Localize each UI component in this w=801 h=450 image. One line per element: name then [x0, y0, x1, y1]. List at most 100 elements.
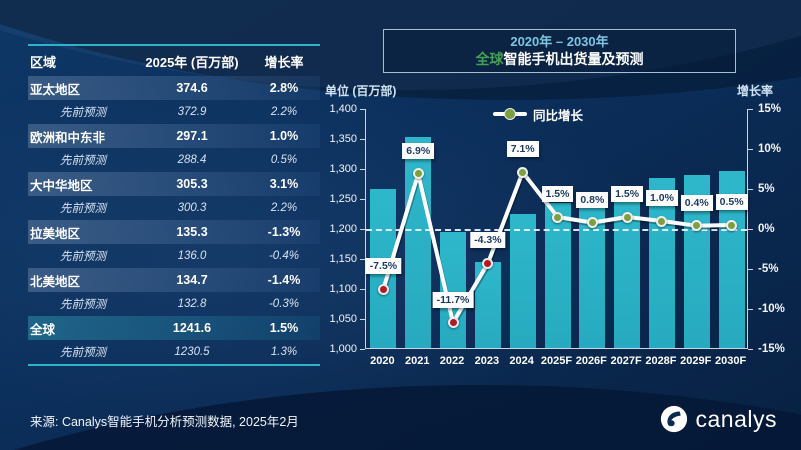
right-axis-tick: 5%	[758, 183, 775, 195]
cell-region: 亚太地区	[30, 82, 81, 97]
x-axis-label-2020: 2020	[370, 355, 395, 367]
table-row: 北美地区 134.7 -1.4%	[28, 268, 320, 292]
left-axis-tickmark	[360, 109, 365, 110]
legend-dot-icon	[504, 108, 516, 120]
chart-title-rest: 智能手机出货量及预测	[503, 51, 644, 68]
left-axis-tick: 1,100	[329, 283, 357, 295]
legend-label: 同比增长	[533, 108, 584, 123]
cell-region: 先前预测	[60, 251, 106, 263]
x-axis-label-2023: 2023	[474, 355, 500, 367]
growth-label-2025F: 1.5%	[541, 186, 574, 202]
cell-value: 1241.6	[172, 321, 212, 335]
left-axis-tickmark	[360, 349, 365, 350]
legend-line-icon	[493, 108, 527, 120]
cell-growth: 0.5%	[270, 154, 298, 166]
left-axis-tickmark	[360, 169, 365, 170]
growth-label-2030F: 0.5%	[715, 194, 748, 210]
shipment-forecast-chart: 单位 (百万部) 增长率 同比增长 -7.5% 6.9% -11.7% -4.3% 7.…	[315, 80, 795, 385]
bar-2025F	[544, 202, 571, 348]
plot-area: -7.5% 6.9% -11.7% -4.3% 7.1% 1.5% 0.8% 1.5% 1.0%…	[365, 109, 748, 349]
table-row: 全球 1241.6 1.5%	[28, 316, 320, 340]
growth-label-2021: 6.9%	[402, 142, 435, 159]
cell-growth: 1.5%	[269, 321, 299, 335]
right-axis-tick: -15%	[758, 343, 785, 355]
left-axis-tick: 1,000	[329, 343, 357, 355]
cell-region: 欧洲和中东非	[30, 130, 106, 145]
growth-label-2020: -7.5%	[365, 258, 402, 274]
growth-dot-2022	[447, 317, 459, 329]
left-axis-tickmark	[360, 289, 365, 290]
cell-growth: -0.4%	[268, 250, 300, 262]
growth-dot-2029F	[691, 220, 703, 232]
cell-growth: 2.2%	[270, 106, 298, 118]
cell-value: 300.3	[177, 202, 207, 214]
cell-value: 372.9	[177, 106, 207, 118]
right-axis-tick: -10%	[758, 303, 785, 315]
canalys-logo-icon	[660, 405, 687, 433]
table-row: 先前预测 288.4 0.5%	[28, 148, 320, 172]
right-axis-tickmark	[748, 229, 753, 230]
cell-growth: 1.0%	[269, 129, 299, 143]
cell-region: 先前预测	[60, 107, 106, 119]
table-row: 先前预测 1230.5 1.3%	[28, 340, 320, 364]
growth-dot-2025F	[552, 211, 563, 223]
left-axis-tickmark	[360, 199, 365, 200]
x-axis-label-2027F: 2027F	[610, 355, 642, 367]
x-axis-label-2021: 2021	[404, 355, 430, 367]
cell-value: 1230.5	[174, 346, 210, 358]
growth-dot-2028F	[656, 215, 668, 227]
cell-value: 134.7	[176, 273, 208, 287]
column-header-growth: 增长率	[264, 54, 304, 70]
x-axis-label-2029F: 2029F	[680, 355, 712, 367]
x-axis-label-2022: 2022	[439, 355, 465, 367]
source-note: 来源: Canalys智能手机分析预测数据, 2025年2月	[30, 415, 299, 429]
right-axis-title: 增长率	[737, 84, 774, 98]
cell-value: 132.8	[177, 298, 207, 310]
right-axis-tickmark	[748, 149, 753, 150]
chart-title-years: 2020年 – 2030年	[510, 33, 609, 49]
cell-region: 先前预测	[60, 155, 106, 167]
cell-growth: 3.1%	[269, 177, 299, 191]
left-axis-tick: 1,150	[329, 253, 357, 265]
left-axis-tick: 1,200	[329, 223, 357, 235]
growth-dot-2026F	[586, 217, 598, 229]
chart-title-box: 2020年 – 2030年 全球智能手机出货量及预测	[383, 29, 736, 73]
growth-label-2028F: 1.0%	[645, 190, 678, 206]
table-row: 先前预测 132.8 -0.3%	[28, 292, 320, 316]
x-axis-label-2028F: 2028F	[645, 355, 677, 367]
bar-2024	[509, 213, 536, 348]
table-top-rule	[28, 44, 320, 46]
column-header-value: 2025年 (百万部)	[145, 54, 239, 70]
growth-label-2029F: 0.4%	[680, 194, 713, 211]
cell-growth: -1.3%	[267, 225, 301, 239]
left-axis-tickmark	[360, 319, 365, 320]
left-axis-tickmark	[360, 229, 365, 230]
table-row: 先前预测 136.0 -0.4%	[28, 244, 320, 268]
cell-region: 先前预测	[60, 203, 106, 215]
table-row: 亚太地区 374.6 2.8%	[28, 76, 320, 100]
left-axis-tick: 1,400	[329, 103, 357, 115]
left-axis-tick: 1,050	[329, 313, 357, 325]
left-axis-tickmark	[360, 259, 365, 260]
growth-label-2023: -4.3%	[470, 232, 506, 249]
table-header-row: 区域 2025年 (百万部) 增长率	[28, 46, 320, 76]
x-axis-label-2026F: 2026F	[575, 355, 607, 367]
x-axis-label-2025F: 2025F	[540, 355, 573, 367]
left-axis-tick: 1,250	[329, 193, 357, 205]
regional-forecast-table: 区域 2025年 (百万部) 增长率 亚太地区 374.6 2.8% 先前预测 372.…	[28, 44, 320, 366]
right-axis-tick: -5%	[758, 263, 779, 275]
right-axis-tick: 0%	[758, 223, 775, 235]
table-row: 先前预测 300.3 2.2%	[28, 196, 320, 220]
growth-label-2022: -11.7%	[432, 291, 474, 308]
cell-value: 305.3	[176, 177, 208, 191]
right-axis-tickmark	[748, 189, 753, 190]
zero-growth-dashed-line	[366, 229, 747, 231]
left-axis-tick: 1,300	[329, 163, 357, 175]
chart-title-highlight: 全球	[475, 51, 504, 68]
legend: 同比增长	[493, 107, 584, 123]
cell-value: 135.3	[176, 225, 208, 239]
table-body: 亚太地区 374.6 2.8% 先前预测 372.9 2.2% 欧洲和中东非 297.1 1.0…	[28, 76, 320, 364]
column-header-region: 区域	[30, 54, 57, 70]
cell-growth: 2.2%	[270, 202, 298, 214]
